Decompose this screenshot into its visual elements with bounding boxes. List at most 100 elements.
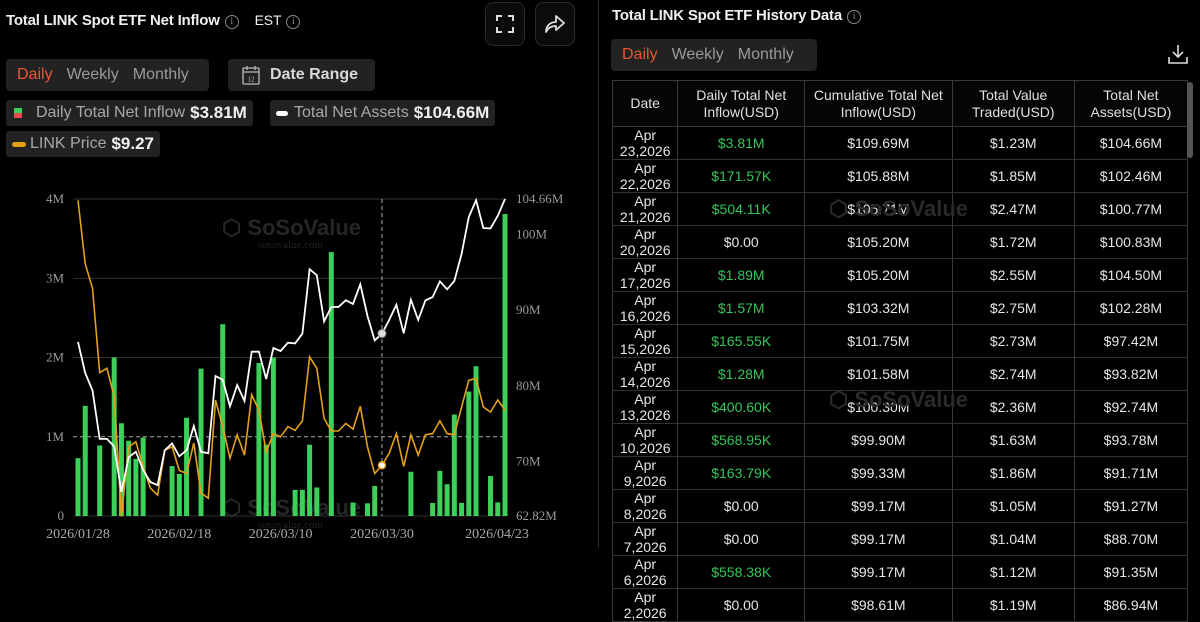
- table-cell: $105.88M: [804, 159, 953, 193]
- table-cell: $109.69M: [804, 126, 953, 160]
- table-row[interactable]: Apr 7,2026 $0.00 $99.17M $1.04M $88.70M: [611, 522, 1189, 556]
- inflow-bar: [408, 471, 414, 516]
- legend-total-net-assets[interactable]: Total Net Assets $104.66M: [270, 100, 496, 126]
- date-range-button[interactable]: 12 Date Range: [228, 59, 375, 91]
- inflow-bar: [75, 458, 81, 516]
- table-row[interactable]: Apr 15,2026 $165.55K $101.75M $2.73M $97.42M: [611, 324, 1189, 358]
- history-period-tabs: Daily Weekly Monthly: [611, 39, 817, 71]
- price-marker: [377, 461, 387, 470]
- calendar-day: 12: [248, 76, 256, 84]
- download-icon[interactable]: [1167, 43, 1189, 65]
- table-row[interactable]: Apr 10,2026 $568.95K $99.90M $1.63M $93.78M: [611, 423, 1189, 457]
- legend-link-price[interactable]: LINK Price $9.27: [6, 131, 161, 157]
- table-cell: $2.74M: [951, 357, 1075, 391]
- table-row[interactable]: Apr 20,2026 $0.00 $105.20M $1.72M $100.83M: [611, 225, 1189, 259]
- tab-weekly[interactable]: Weekly: [671, 46, 724, 63]
- table-cell: $91.71M: [1073, 456, 1189, 490]
- table-row[interactable]: Apr 17,2026 $1.89M $105.20M $2.55M $104.50M: [611, 258, 1189, 292]
- watermark-sub: sosovalue.com: [258, 519, 324, 531]
- table-cell: $165.55K: [677, 324, 806, 358]
- table-cell: $1.57M: [677, 291, 806, 325]
- table-cell: $1.86M: [951, 456, 1075, 490]
- left-axis-tick: 4M: [46, 191, 65, 206]
- inflow-bar: [488, 476, 494, 516]
- table-cell: $104.50M: [1073, 258, 1189, 292]
- table-cell: $1.19M: [951, 588, 1075, 622]
- tab-monthly[interactable]: Monthly: [737, 46, 794, 63]
- inflow-bar: [82, 405, 88, 516]
- legend-daily-inflow[interactable]: Daily Total Net Inflow $3.81M: [6, 100, 253, 126]
- inflow-bar: [169, 466, 175, 516]
- table-cell: $99.17M: [804, 555, 953, 589]
- watermark-text: ⬡ SoSoValue: [222, 215, 361, 240]
- table-row[interactable]: Apr 9,2026 $163.79K $99.33M $1.86M $91.71M: [611, 456, 1189, 490]
- table-cell: Apr 21,2026: [611, 192, 679, 226]
- table-watermark: ⬡ SoSoValue: [829, 387, 969, 412]
- table-cell: $98.61M: [804, 588, 953, 622]
- table-cell: $101.58M: [804, 357, 953, 391]
- table-row[interactable]: Apr 21,2026 $504.11K $105.71M $2.47M $100.77…: [611, 192, 1189, 226]
- info-icon[interactable]: i: [224, 15, 239, 29]
- inflow-bar: [111, 357, 117, 516]
- table-cell: $86.94M: [1073, 588, 1189, 622]
- table-row[interactable]: Apr 23,2026 $3.81M $109.69M $1.23M $104.66M: [611, 126, 1189, 160]
- net-assets-line: [77, 197, 506, 493]
- share-button[interactable]: [535, 2, 575, 46]
- table-cell: Apr 7,2026: [611, 522, 679, 556]
- table-cell: $171.57K: [677, 159, 806, 193]
- table-cell: $1.89M: [677, 258, 806, 292]
- tab-daily[interactable]: Daily: [17, 66, 53, 83]
- table-row[interactable]: Apr 2,2026 $0.00 $98.61M $1.19M $86.94M: [611, 588, 1189, 622]
- table-row[interactable]: Apr 22,2026 $171.57K $105.88M $1.85M $102.46…: [611, 159, 1189, 193]
- inflow-bar: [270, 357, 276, 516]
- table-scrollbar[interactable]: [1187, 82, 1193, 158]
- legend-label: LINK Price: [30, 135, 107, 152]
- table-row[interactable]: Apr 14,2026 $1.28M $101.58M $2.74M $93.82M: [611, 357, 1189, 391]
- table-cell: $163.79K: [677, 456, 806, 490]
- table-cell: $93.78M: [1073, 423, 1189, 457]
- inflow-bar: [176, 473, 182, 516]
- table-row[interactable]: Apr 6,2026 $558.38K $99.17M $1.12M $91.35M: [611, 555, 1189, 589]
- info-icon[interactable]: i: [847, 10, 861, 24]
- inflow-bar: [437, 470, 443, 516]
- column-header: Total Net Assets(USD): [1073, 80, 1189, 127]
- table-cell: $1.23M: [951, 126, 1075, 160]
- inflow-bar: [328, 252, 334, 516]
- inflow-bar: [133, 458, 139, 516]
- right-axis-tick: 80M: [516, 378, 541, 393]
- lines: [77, 197, 506, 517]
- info-icon[interactable]: i: [286, 15, 301, 29]
- inflow-bar: [198, 368, 204, 516]
- left-axis-tick: 1M: [46, 429, 65, 444]
- table-cell: $0.00: [677, 489, 806, 523]
- table-cell: $0.00: [677, 588, 806, 622]
- table-row[interactable]: Apr 16,2026 $1.57M $103.32M $2.75M $102.28M: [611, 291, 1189, 325]
- table-cell: $99.90M: [804, 423, 953, 457]
- table-cell: $100.30M: [804, 390, 953, 424]
- table-row[interactable]: Apr 8,2026 $0.00 $99.17M $1.05M $91.27M: [611, 489, 1189, 523]
- inflow-bar: [430, 503, 436, 516]
- timezone-label: EST: [254, 12, 282, 28]
- inflow-bar: [473, 366, 479, 516]
- inflow-bar: [256, 363, 262, 516]
- table-watermark: ⬡ SoSoValue: [829, 196, 969, 221]
- tab-daily[interactable]: Daily: [622, 46, 658, 63]
- tab-weekly[interactable]: Weekly: [66, 66, 119, 83]
- inflow-bar: [184, 417, 190, 516]
- column-header: Date: [611, 80, 679, 127]
- fullscreen-button[interactable]: [485, 2, 525, 46]
- table-cell: Apr 2,2026: [611, 588, 679, 622]
- table-cell: $1.04M: [951, 522, 1075, 556]
- table-cell: $400.60K: [677, 390, 806, 424]
- inflow-bar: [292, 489, 298, 516]
- table-cell: Apr 6,2026: [611, 555, 679, 589]
- table-row[interactable]: Apr 13,2026 $400.60K $100.30M $2.36M $92.74M: [611, 390, 1189, 424]
- inflow-bar: [364, 503, 370, 516]
- table-cell: $504.11K: [677, 192, 806, 226]
- tab-monthly[interactable]: Monthly: [132, 66, 189, 83]
- watermark-sub: sosovalue.com: [258, 239, 324, 251]
- inflow-bar: [459, 502, 465, 516]
- table-cell: $88.70M: [1073, 522, 1189, 556]
